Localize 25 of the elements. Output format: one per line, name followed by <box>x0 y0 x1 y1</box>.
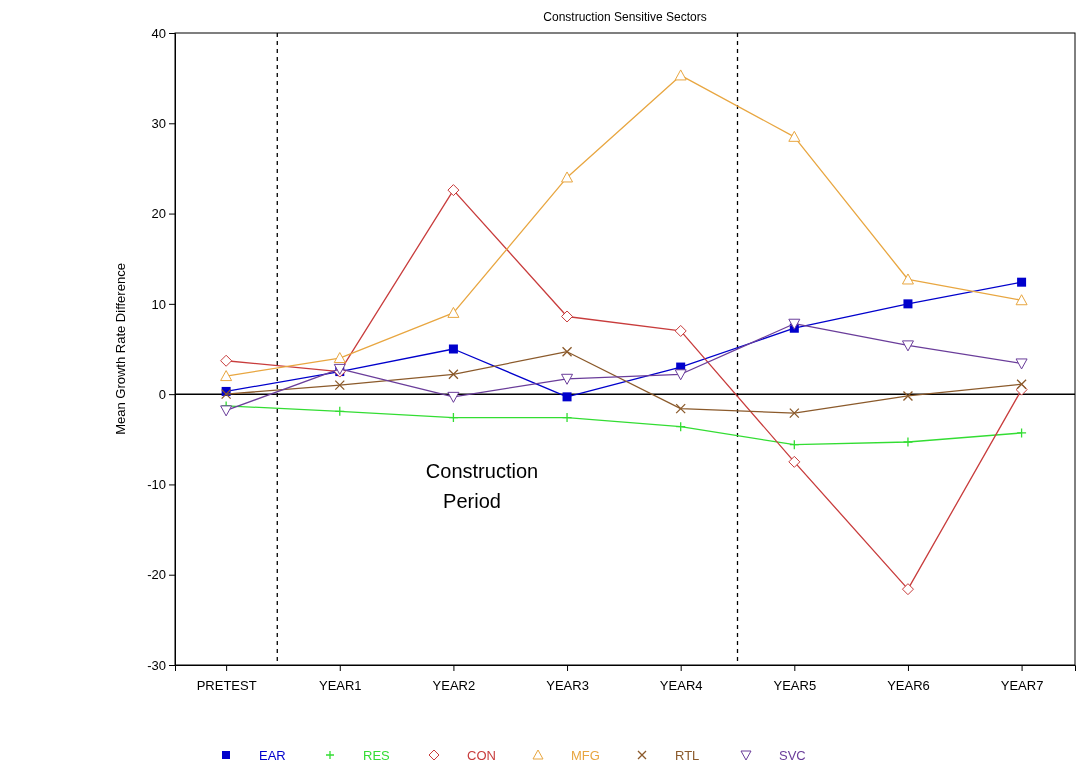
legend-label: CON <box>467 748 496 763</box>
y-tick-label: -30 <box>147 657 166 673</box>
y-tick-label: 40 <box>151 25 166 41</box>
x-tick-label: YEAR3 <box>546 677 589 693</box>
y-axis-title: Mean Growth Rate Difference <box>113 263 128 435</box>
x-tick-label: YEAR7 <box>1000 677 1044 693</box>
y-tick-label: -20 <box>147 567 166 583</box>
legend-label: EAR <box>259 748 286 763</box>
x-tick-label: YEAR5 <box>773 677 817 693</box>
legend-label: RES <box>363 748 391 763</box>
x-tick-label: YEAR1 <box>318 677 362 693</box>
legend-label: RTL <box>675 748 700 763</box>
y-tick-label: 0 <box>158 386 166 402</box>
legend-label: SVC <box>779 748 806 763</box>
y-tick-label: 10 <box>151 296 166 312</box>
annotation: Construction Period <box>425 460 539 512</box>
x-tick-label: PRETEST <box>196 677 257 693</box>
x-tick-label: YEAR6 <box>887 677 930 693</box>
chart-title: Construction Sensitive Sectors <box>543 10 707 24</box>
y-tick-label: 20 <box>151 206 166 222</box>
x-tick-label: YEAR4 <box>659 677 703 693</box>
x-tick-label: YEAR2 <box>432 677 476 693</box>
y-tick-label: 30 <box>151 115 166 131</box>
y-tick-label: -10 <box>147 477 166 493</box>
legend-label: MFG <box>571 748 600 763</box>
